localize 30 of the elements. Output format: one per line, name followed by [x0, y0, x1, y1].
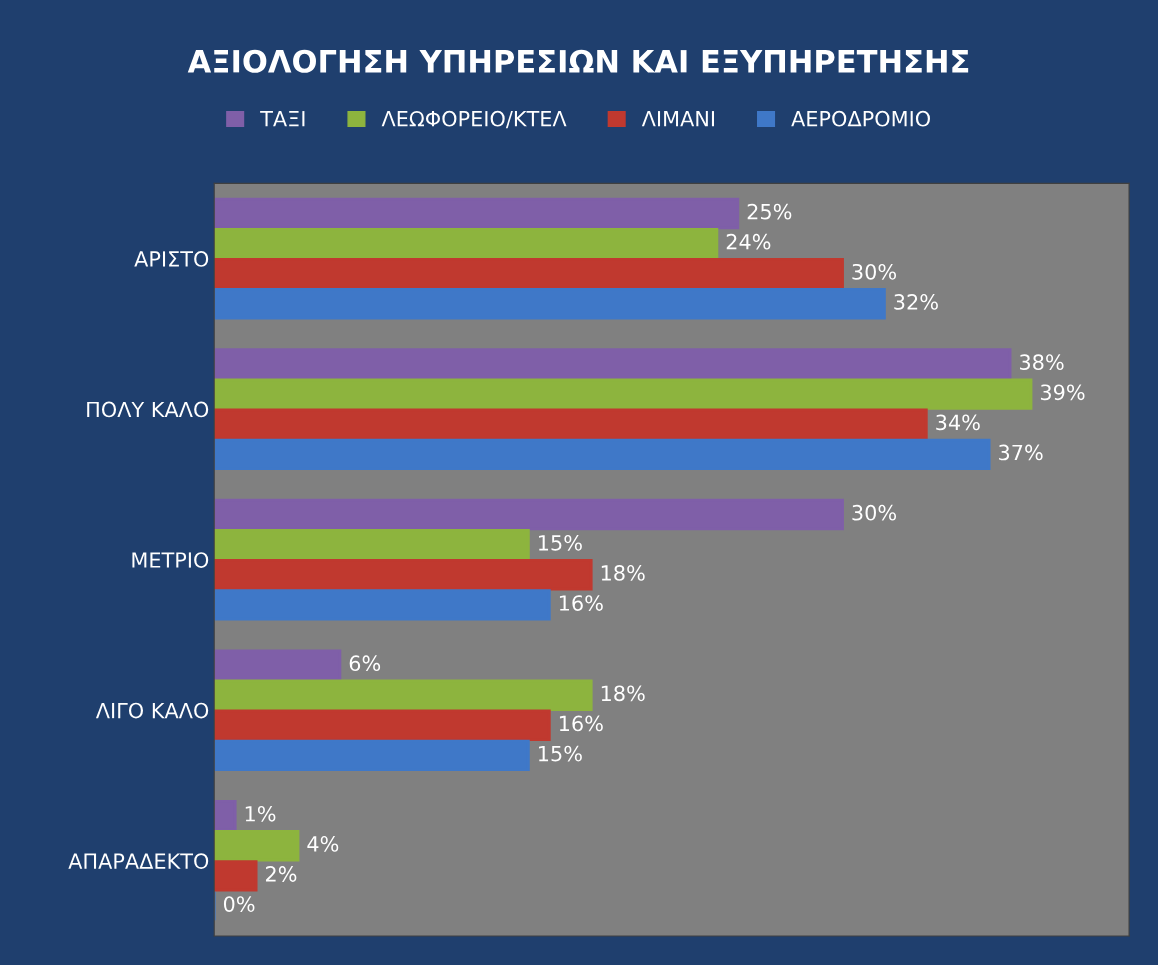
data-label: 25% [747, 203, 792, 220]
legend-label: ΑΕΡΟΔΡΟΜΙΟ [791, 110, 930, 127]
data-label: 18% [601, 565, 645, 581]
data-label: 18% [601, 685, 645, 702]
data-label: 16% [559, 595, 603, 611]
y-tick-label: ΑΡΙΣΤΟ [134, 251, 209, 267]
data-label: 1% [245, 805, 276, 822]
data-label: 4% [307, 836, 339, 852]
y-tick-label: ΛΙΓΟ ΚΑΛΟ [95, 702, 209, 719]
data-label: 37% [999, 444, 1043, 461]
legend-label: ΤΑΞΙ [260, 111, 305, 127]
data-label: 15% [539, 745, 582, 762]
data-label: 30% [852, 263, 897, 280]
data-label: 16% [559, 715, 603, 732]
data-label: 39% [1040, 384, 1085, 401]
data-label: 30% [852, 504, 897, 521]
data-label: 6% [349, 655, 381, 672]
y-tick-label: ΠΟΛΥ ΚΑΛΟ [87, 401, 209, 418]
data-label: 38% [1020, 354, 1064, 371]
data-label: 15% [539, 534, 582, 551]
legend-label: ΛΙΜΑΝΙ [641, 111, 714, 127]
data-label: 34% [936, 414, 980, 431]
data-label: 32% [894, 294, 938, 310]
data-label: 0% [223, 896, 255, 912]
data-label: 24% [726, 233, 771, 250]
data-label: 2% [265, 866, 297, 882]
y-tick-label: ΑΠΑΡΑΔΕΚΤΟ [68, 853, 209, 869]
chart-title: ΑΞΙΟΛΟΓΗΣΗ ΥΠΗΡΕΣΙΩΝ ΚΑΙ ΕΞΥΠΗΡΕΤΗΣΗΣ [187, 49, 969, 73]
y-tick-label: ΜΕΤΡΙΟ [132, 552, 209, 568]
legend-label: ΛΕΩΦΟΡΕΙΟ/ΚΤΕΛ [381, 110, 567, 129]
